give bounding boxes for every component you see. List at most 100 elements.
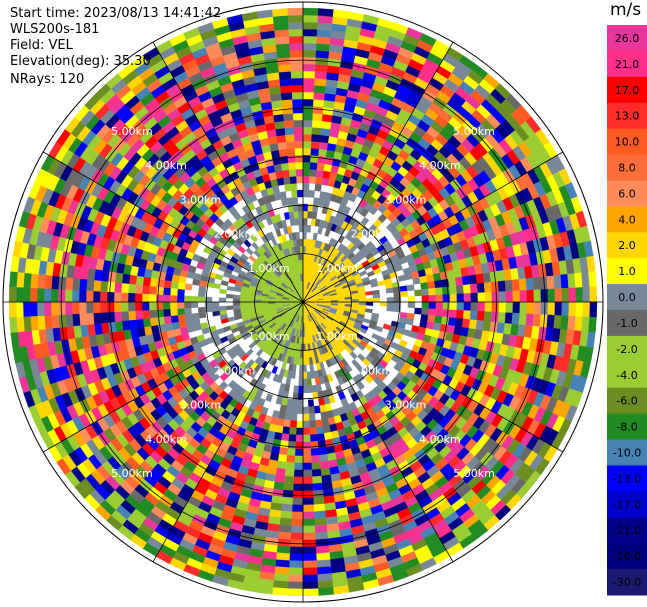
velocity-gate — [128, 283, 137, 294]
velocity-gate — [302, 14, 319, 23]
velocity-gate — [317, 580, 334, 589]
colorbar-tick-label: -8.0 — [616, 421, 637, 434]
velocity-gate — [463, 293, 472, 303]
velocity-gate — [291, 406, 298, 414]
velocity-gate — [477, 292, 486, 303]
velocity-gate — [491, 291, 500, 303]
colorbar-tick-label: 21.0 — [615, 58, 640, 71]
velocity-gate — [561, 287, 570, 303]
velocity-gate — [581, 316, 590, 333]
velocity-gate — [128, 274, 138, 285]
velocity-gate — [405, 318, 414, 326]
velocity-gate — [312, 106, 324, 115]
velocity-gate — [309, 176, 317, 184]
velocity-gate — [314, 531, 329, 540]
velocity-gate — [211, 306, 220, 312]
velocity-gate — [293, 385, 299, 394]
velocity-gate — [324, 228, 331, 237]
velocity-gate — [279, 404, 287, 413]
velocity-gate — [100, 312, 109, 324]
velocity-gate — [476, 311, 485, 322]
range-ring-label: 2.00km — [214, 228, 256, 241]
velocity-gate — [288, 427, 297, 435]
velocity-gate — [44, 274, 53, 289]
velocity-gate — [190, 301, 199, 309]
velocity-gate — [289, 553, 304, 562]
velocity-gate — [456, 293, 465, 303]
velocity-gate — [407, 301, 416, 309]
velocity-gate — [295, 434, 304, 443]
velocity-gate — [322, 425, 331, 434]
colorbar: 26.021.017.013.010.08.06.04.02.01.00.0-1… — [607, 25, 647, 596]
velocity-gate — [365, 308, 373, 314]
velocity-gate — [71, 289, 80, 303]
velocity-gate — [273, 573, 289, 582]
velocity-gate — [280, 503, 293, 512]
colorbar-tick-label: 4.0 — [618, 213, 636, 226]
velocity-gate — [469, 283, 478, 294]
velocity-gate — [288, 35, 304, 44]
velocity-gate — [279, 78, 292, 87]
velocity-gate — [37, 315, 46, 330]
velocity-gate — [288, 21, 304, 30]
velocity-gate — [288, 162, 297, 170]
range-ring-label: 2.00km — [214, 364, 256, 377]
velocity-gate — [532, 276, 541, 291]
velocity-gate — [8, 301, 17, 318]
velocity-gate — [475, 273, 485, 284]
velocity-gate — [358, 327, 368, 335]
velocity-gate — [292, 490, 304, 499]
velocity-gate — [414, 307, 422, 315]
colorbar-tick-label: -26.0 — [613, 550, 641, 563]
velocity-gate — [134, 293, 143, 303]
colorbar-tick-label: -4.0 — [616, 369, 637, 382]
velocity-gate — [283, 482, 294, 491]
colorbar-tick-label: 10.0 — [615, 136, 640, 149]
velocity-gate — [305, 357, 310, 366]
velocity-gate — [302, 490, 314, 499]
velocity-gate — [291, 190, 298, 198]
velocity-gate — [302, 420, 310, 429]
velocity-gate — [309, 169, 318, 177]
velocity-gate — [302, 126, 313, 135]
velocity-gate — [15, 286, 24, 303]
velocity-gate — [23, 316, 32, 332]
velocity-gate — [288, 574, 304, 583]
velocity-gate — [279, 440, 289, 449]
colorbar-tick-label: 1.0 — [618, 265, 636, 278]
velocity-gate — [291, 77, 304, 86]
velocity-gate — [302, 7, 319, 16]
velocity-gate — [107, 281, 116, 293]
velocity-gate — [302, 77, 315, 86]
velocity-gate — [463, 301, 472, 311]
velocity-gate — [568, 287, 577, 303]
velocity-gate — [246, 298, 255, 303]
velocity-gate — [288, 567, 304, 576]
velocity-gate — [92, 290, 101, 303]
velocity-gate — [99, 291, 108, 303]
range-ring-label: 3.00km — [180, 193, 222, 206]
velocity-gate — [302, 112, 314, 121]
velocity-gate — [307, 210, 313, 219]
azimuth-spokes — [3, 2, 603, 602]
velocity-gate — [298, 217, 304, 226]
velocity-gate — [547, 301, 556, 316]
velocity-gate — [302, 553, 317, 562]
velocity-gate — [176, 295, 185, 303]
velocity-gate — [484, 291, 493, 303]
range-ring-label: 4.00km — [145, 433, 187, 446]
velocity-gate — [92, 301, 101, 314]
velocity-gate — [170, 281, 179, 289]
velocity-gate — [135, 318, 145, 329]
velocity-gate — [50, 288, 59, 303]
velocity-gate — [287, 588, 304, 597]
velocity-gate — [280, 162, 290, 171]
velocity-gate — [318, 148, 328, 157]
velocity-gate — [406, 284, 415, 292]
colorbar-tick-label: -13.0 — [613, 472, 641, 485]
velocity-gate — [321, 418, 330, 427]
velocity-gate — [386, 297, 395, 303]
velocity-gate — [142, 285, 150, 295]
velocity-gate — [313, 405, 321, 414]
velocity-gate — [22, 301, 31, 317]
